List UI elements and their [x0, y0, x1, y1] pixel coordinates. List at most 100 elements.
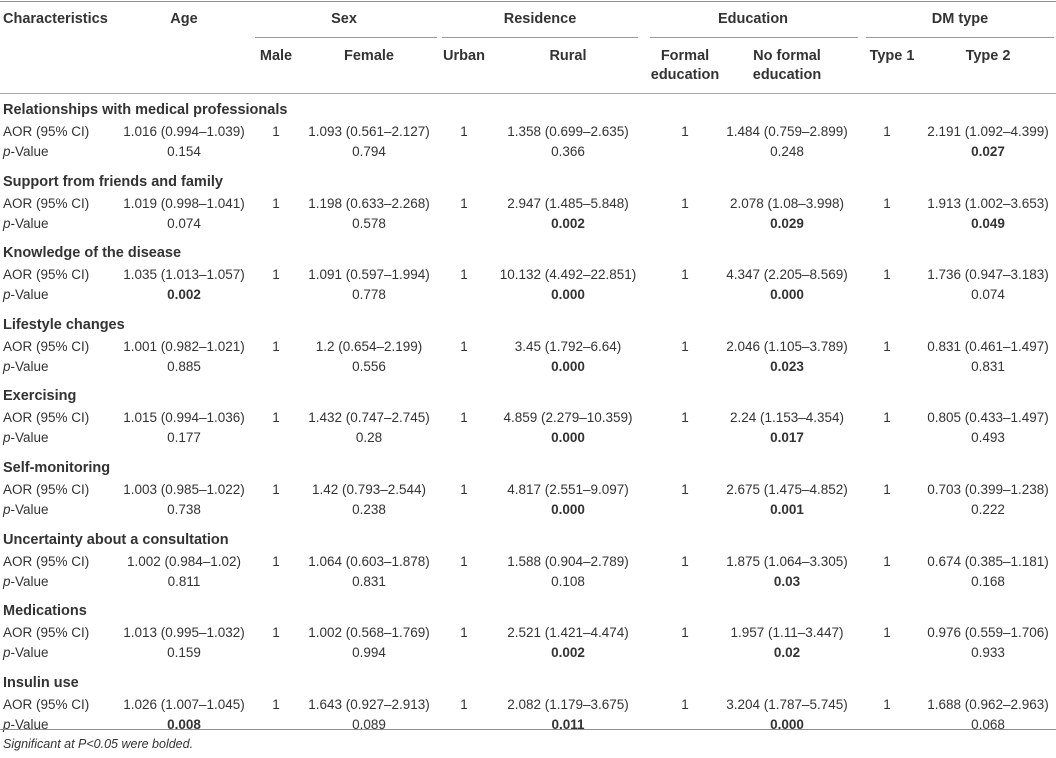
header-bottom-rule: [0, 93, 1056, 94]
aor-cell: 1: [460, 124, 468, 139]
row-label-aor: AOR (95% CI): [3, 625, 90, 640]
aor-cell: 1: [272, 697, 280, 712]
aor-cell: 1: [460, 554, 468, 569]
p-value-cell: 0.02: [773, 645, 801, 660]
p-letter: p: [3, 574, 11, 589]
row-label-p-value: p-Value: [3, 716, 49, 734]
p-value-cell: 0.002: [167, 287, 201, 302]
aor-cell: 4.347 (2.205–8.569): [726, 267, 848, 282]
p-value-cell: 0.049: [971, 216, 1005, 231]
aor-cell: 1.013 (0.995–1.032): [123, 625, 245, 640]
header-formal-education-line1: Formal: [660, 48, 710, 64]
aor-cell: 1: [272, 124, 280, 139]
p-value-cell: 0.074: [971, 287, 1005, 302]
aor-cell: 1.093 (0.561–2.127): [308, 124, 430, 139]
aor-cell: 2.046 (1.105–3.789): [726, 339, 848, 354]
aor-cell: 1: [272, 625, 280, 640]
row-label-p-value: p-Value: [3, 573, 49, 591]
p-letter: p: [3, 645, 11, 660]
table-bottom-rule: [0, 729, 1056, 730]
p-value-cell: 0.002: [551, 216, 585, 231]
aor-cell: 1: [681, 267, 689, 282]
p-value-cell: 0.000: [551, 359, 585, 374]
p-value-cell: 0.885: [167, 359, 201, 374]
aor-cell: 1: [883, 124, 891, 139]
row-label-aor: AOR (95% CI): [3, 697, 90, 712]
aor-cell: 1: [883, 482, 891, 497]
aor-cell: 1: [883, 267, 891, 282]
p-value-cell: 0.933: [971, 645, 1005, 660]
aor-cell: 1.957 (1.11–3.447): [730, 625, 844, 640]
aor-cell: 1.026 (1.007–1.045): [123, 697, 245, 712]
aor-cell: 1: [681, 196, 689, 211]
header-male: Male: [259, 48, 293, 64]
aor-cell: 1.643 (0.927–2.913): [308, 697, 430, 712]
aor-cell: 1: [883, 625, 891, 640]
aor-cell: 1.003 (0.985–1.022): [123, 482, 245, 497]
p-value-cell: 0.027: [971, 144, 1005, 159]
row-label-p-value: p-Value: [3, 143, 49, 161]
aor-cell: 1.019 (0.998–1.041): [123, 196, 245, 211]
p-value-suffix: -Value: [10, 717, 49, 732]
dm-type-group-rule: [866, 37, 1054, 38]
aor-cell: 1.484 (0.759–2.899): [726, 124, 848, 139]
section-title: Self-monitoring: [3, 460, 111, 476]
aor-cell: 1.002 (0.568–1.769): [308, 625, 430, 640]
p-value-suffix: -Value: [10, 574, 49, 589]
header-sex: Sex: [331, 11, 357, 27]
aor-cell: 1: [460, 339, 468, 354]
section-title: Knowledge of the disease: [3, 245, 182, 261]
p-value-cell: 0.074: [167, 216, 201, 231]
aor-cell: 1: [681, 410, 689, 425]
p-value-cell: 0.738: [167, 502, 201, 517]
p-value-cell: 0.001: [770, 502, 804, 517]
aor-cell: 2.675 (1.475–4.852): [726, 482, 848, 497]
row-label-aor: AOR (95% CI): [3, 124, 90, 139]
header-type1: Type 1: [869, 48, 915, 64]
education-group-rule: [650, 37, 858, 38]
aor-cell: 1: [460, 410, 468, 425]
p-value-suffix: -Value: [10, 216, 49, 231]
aor-cell: 1.064 (0.603–1.878): [308, 554, 430, 569]
aor-cell: 1: [681, 339, 689, 354]
p-value-cell: 0.002: [551, 645, 585, 660]
aor-cell: 1: [883, 410, 891, 425]
aor-cell: 1: [272, 339, 280, 354]
header-no-formal-education-line2: education: [752, 67, 822, 83]
aor-cell: 0.805 (0.433–1.497): [927, 410, 1049, 425]
p-value-cell: 0.000: [770, 287, 804, 302]
p-value-cell: 0.000: [551, 502, 585, 517]
section-title: Support from friends and family: [3, 174, 223, 190]
aor-cell: 2.24 (1.153–4.354): [729, 410, 845, 425]
aor-cell: 1: [681, 482, 689, 497]
header-characteristics: Characteristics: [3, 11, 108, 27]
p-letter: p: [3, 717, 11, 732]
p-value-cell: 0.089: [352, 717, 386, 732]
p-letter: p: [3, 359, 11, 374]
p-value-cell: 0.177: [167, 430, 201, 445]
aor-cell: 1.035 (1.013–1.057): [123, 267, 245, 282]
p-value-cell: 0.222: [971, 502, 1005, 517]
aor-cell: 1: [460, 267, 468, 282]
aor-cell: 1.432 (0.747–2.745): [308, 410, 430, 425]
aor-cell: 1.913 (1.002–3.653): [927, 196, 1049, 211]
p-letter: p: [3, 502, 11, 517]
row-label-p-value: p-Value: [3, 358, 49, 376]
aor-cell: 2.191 (1.092–4.399): [927, 124, 1049, 139]
p-value-cell: 0.159: [167, 645, 201, 660]
aor-cell: 0.703 (0.399–1.238): [927, 482, 1049, 497]
aor-cell: 0.674 (0.385–1.181): [927, 554, 1049, 569]
p-value-suffix: -Value: [10, 645, 49, 660]
aor-cell: 3.45 (1.792–6.64): [514, 339, 622, 354]
p-value-cell: 0.023: [770, 359, 804, 374]
aor-cell: 1.875 (1.064–3.305): [726, 554, 848, 569]
aor-cell: 1.002 (0.984–1.02): [126, 554, 242, 569]
row-label-p-value: p-Value: [3, 286, 49, 304]
p-value-cell: 0.831: [971, 359, 1005, 374]
aor-cell: 2.521 (1.421–4.474): [507, 625, 629, 640]
p-value-cell: 0.154: [167, 144, 201, 159]
aor-cell: 1: [460, 697, 468, 712]
p-value-cell: 0.168: [971, 574, 1005, 589]
header-dm-type: DM type: [931, 11, 989, 27]
